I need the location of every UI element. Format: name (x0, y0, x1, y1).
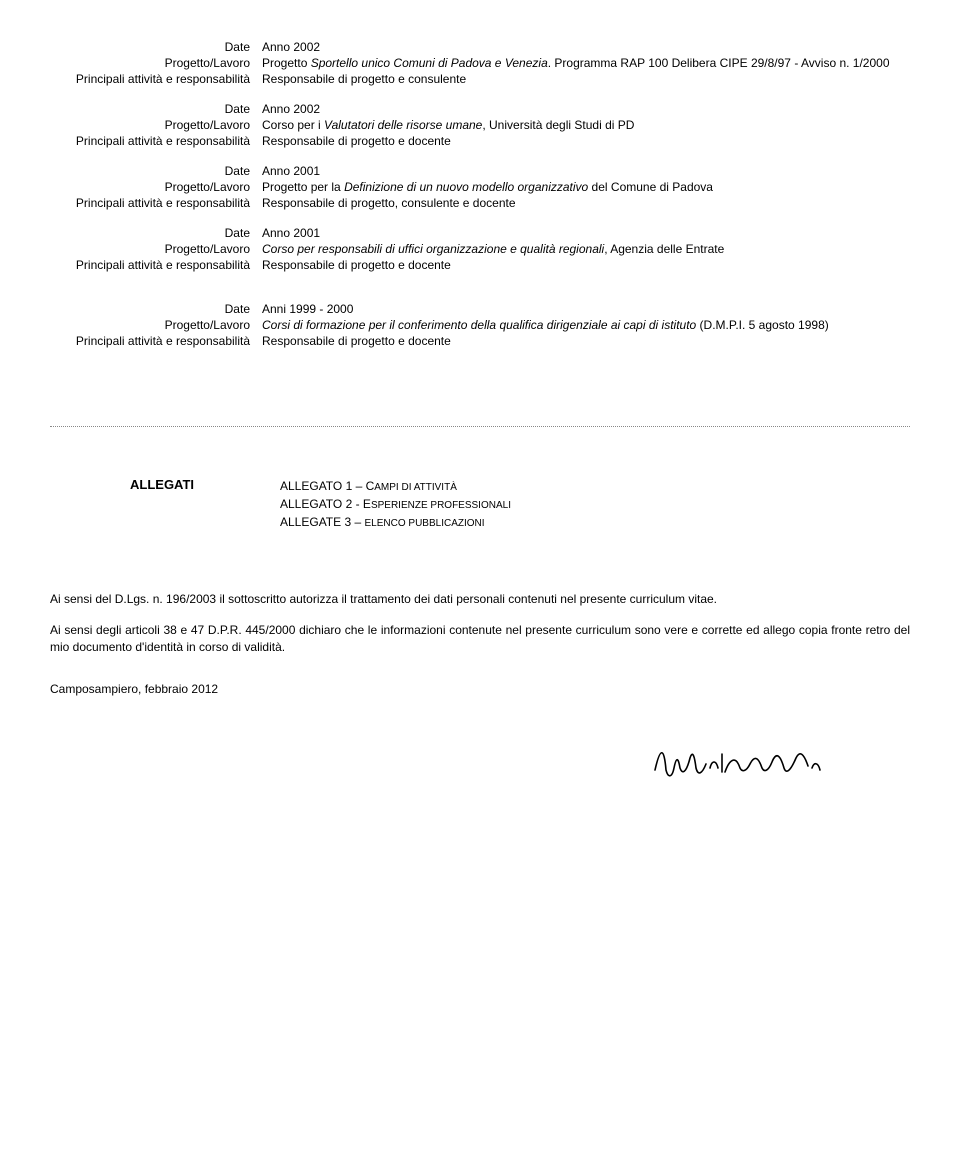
principali-value: Responsabile di progetto e docente (262, 134, 910, 148)
allegato-item: ALLEGATE 3 – ELENCO PUBBLICAZIONI (280, 513, 511, 531)
progetto-label: Progetto/Lavoro (50, 318, 262, 332)
progetto-value: Progetto Sportello unico Comuni di Padov… (262, 56, 910, 70)
date-value: Anni 1999 - 2000 (262, 302, 910, 316)
progetto-value: Corso per responsabili di uffici organiz… (262, 242, 910, 256)
date-label: Date (50, 302, 262, 316)
date-value: Anno 2002 (262, 102, 910, 116)
principali-label: Principali attività e responsabilità (50, 72, 262, 86)
principali-value: Responsabile di progetto, consulente e d… (262, 196, 910, 210)
principali-label: Principali attività e responsabilità (50, 334, 262, 348)
date-value: Anno 2002 (262, 40, 910, 54)
principali-value: Responsabile di progetto e consulente (262, 72, 910, 86)
progetto-label: Progetto/Lavoro (50, 180, 262, 194)
principali-label: Principali attività e responsabilità (50, 258, 262, 272)
footer-privacy: Ai sensi del D.Lgs. n. 196/2003 il sotto… (50, 591, 910, 608)
date-value: Anno 2001 (262, 226, 910, 240)
progetto-value: Progetto per la Definizione di un nuovo … (262, 180, 910, 194)
progetto-label: Progetto/Lavoro (50, 242, 262, 256)
date-label: Date (50, 164, 262, 178)
footer-place-date: Camposampiero, febbraio 2012 (50, 681, 910, 698)
principali-value: Responsabile di progetto e docente (262, 334, 910, 348)
date-label: Date (50, 226, 262, 240)
principali-label: Principali attività e responsabilità (50, 196, 262, 210)
date-label: Date (50, 40, 262, 54)
progetto-label: Progetto/Lavoro (50, 56, 262, 70)
allegato-item: ALLEGATO 1 – CAMPI DI ATTIVITÀ (280, 477, 511, 495)
signature (50, 728, 910, 791)
progetto-value: Corsi di formazione per il conferimento … (262, 318, 910, 332)
footer-declaration: Ai sensi degli articoli 38 e 47 D.P.R. 4… (50, 622, 910, 656)
allegati-heading: ALLEGATI (130, 477, 280, 531)
allegati-list: ALLEGATO 1 – CAMPI DI ATTIVITÀ ALLEGATO … (280, 477, 511, 531)
progetto-value: Corso per i Valutatori delle risorse uma… (262, 118, 910, 132)
principali-label: Principali attività e responsabilità (50, 134, 262, 148)
allegato-item: ALLEGATO 2 - ESPERIENZE PROFESSIONALI (280, 495, 511, 513)
progetto-label: Progetto/Lavoro (50, 118, 262, 132)
date-label: Date (50, 102, 262, 116)
principali-value: Responsabile di progetto e docente (262, 258, 910, 272)
date-value: Anno 2001 (262, 164, 910, 178)
section-divider (50, 426, 910, 427)
